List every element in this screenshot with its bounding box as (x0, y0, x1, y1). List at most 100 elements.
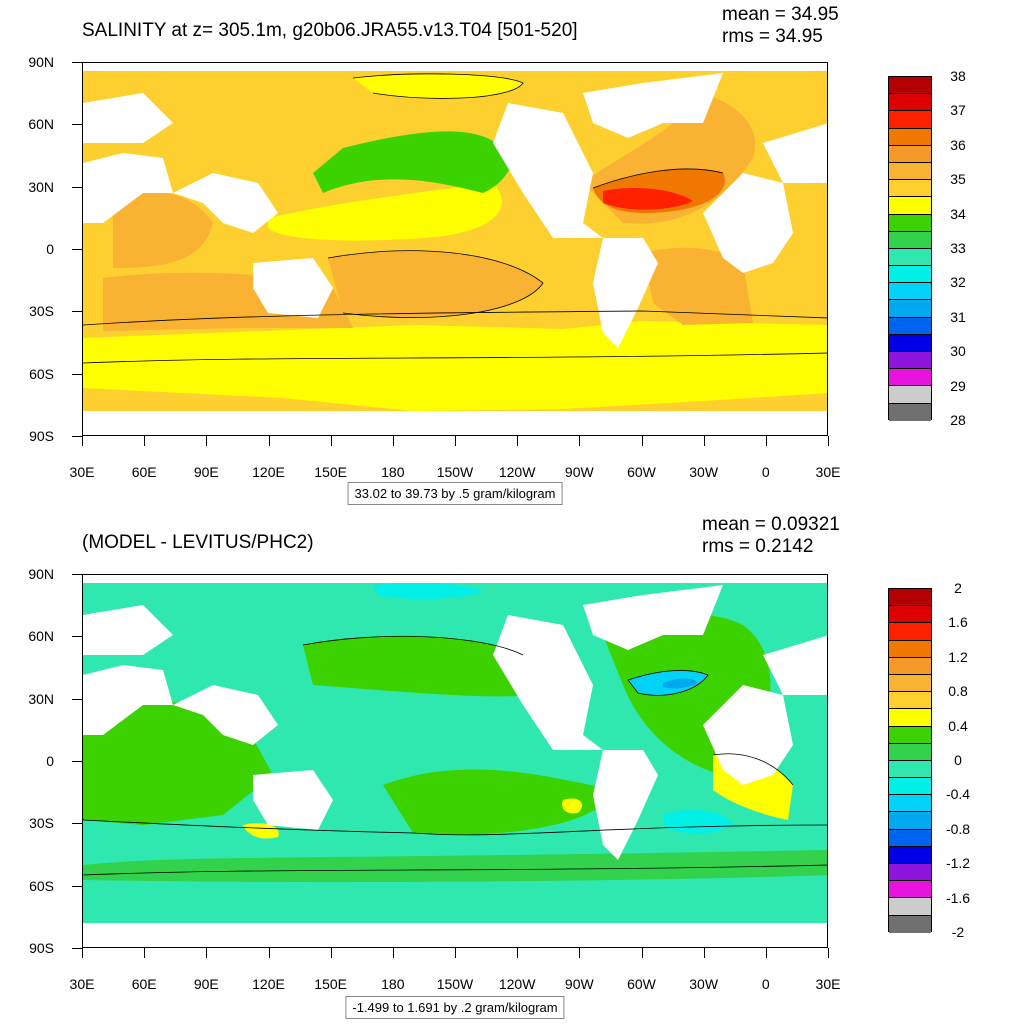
colorbar-swatch (889, 640, 931, 658)
colorbar-swatch (889, 674, 931, 693)
y-tick-mark (72, 311, 82, 313)
y-tick-label: 90N (28, 566, 54, 582)
x-tick-label: 180 (381, 464, 405, 480)
colorbar (888, 76, 932, 421)
salinity-map (82, 62, 828, 436)
panel-title: SALINITY at z= 305.1m, g20b06.JRA55.v13.… (82, 20, 578, 41)
x-tick-label: 150W (436, 976, 474, 992)
y-tick-mark (72, 186, 82, 188)
x-tick-mark (703, 436, 705, 446)
x-tick-mark (579, 436, 581, 446)
colorbar-swatch (889, 657, 931, 675)
salinity-panel: SALINITY at z= 305.1m, g20b06.JRA55.v13.… (28, 4, 966, 505)
colorbar-label: 0.8 (948, 683, 968, 700)
x-tick-mark (455, 436, 456, 446)
difference-field (83, 575, 827, 947)
colorbar-label: 28 (950, 412, 966, 428)
y-tick-mark (72, 698, 82, 700)
colorbar-swatch (889, 300, 931, 318)
x-tick-label: 60E (131, 464, 157, 480)
x-tick-mark (206, 948, 208, 958)
y-tick-label: 0 (46, 241, 54, 257)
x-tick-label: 180 (381, 976, 405, 992)
y-tick-label: 60S (29, 365, 54, 382)
y-tick-label: 90N (28, 54, 54, 70)
x-tick-mark (392, 436, 394, 446)
colorbar-swatch (889, 283, 931, 301)
colorbar-label: 33 (950, 240, 966, 256)
colorbar-swatch (889, 334, 931, 352)
y-tick-mark (72, 574, 82, 575)
colorbar-label: 2 (954, 580, 962, 596)
y-tick-mark (72, 249, 82, 250)
rms-value: rms = 34.95 (722, 26, 823, 47)
x-tick-label: 90W (564, 976, 594, 992)
colorbar-swatch (889, 369, 931, 387)
x-tick-mark (641, 948, 643, 958)
y-tick-mark (72, 436, 82, 437)
y-tick-label: 60N (28, 116, 54, 133)
y-tick-mark (72, 761, 82, 762)
x-tick-mark (517, 948, 519, 958)
colorbar-label: 0.4 (948, 717, 968, 734)
x-tick-label: 120E (252, 464, 285, 480)
colorbar-label: -1.6 (945, 889, 971, 906)
colorbar-label: 32 (950, 274, 966, 291)
colorbar-label: 38 (950, 68, 966, 84)
salinity-field (83, 63, 827, 435)
colorbar-swatch (889, 403, 931, 421)
y-tick-mark (72, 124, 82, 126)
colorbar-swatch (889, 760, 931, 779)
colorbar-swatch (889, 915, 931, 933)
colorbar-label: 30 (950, 343, 966, 360)
y-tick-label: 90S (29, 940, 54, 956)
y-tick-label: 90S (29, 428, 54, 444)
x-tick-label: 30W (689, 464, 719, 480)
y-tick-label: 60S (29, 877, 54, 894)
difference-map (82, 574, 828, 948)
colorbar (888, 588, 932, 933)
contour-info: 33.02 to 39.73 by .5 gram/kilogram (347, 482, 563, 505)
x-tick-mark (206, 436, 208, 446)
colorbar-swatch (889, 94, 931, 112)
x-tick-mark (703, 948, 705, 958)
y-tick-label: 0 (46, 753, 54, 769)
colorbar-swatch (889, 881, 931, 899)
y-tick-mark (72, 62, 82, 63)
y-tick-mark (72, 373, 82, 375)
panel-title: (MODEL - LEVITUS/PHC2) (82, 532, 314, 553)
rms-value: rms = 0.2142 (702, 536, 814, 557)
y-tick-label: 30N (28, 178, 54, 195)
colorbar-label: -0.8 (945, 820, 971, 837)
colorbar-swatch (889, 743, 931, 761)
x-tick-mark (330, 436, 332, 446)
difference-panel: (MODEL - LEVITUS/PHC2) mean = 0.09321 rm… (0, 512, 1024, 1024)
colorbar-label: 36 (950, 136, 966, 153)
colorbar-swatch (889, 623, 931, 641)
x-tick-label: 0 (761, 464, 770, 480)
colorbar-swatch (889, 812, 931, 830)
colorbar-label: 37 (950, 102, 966, 119)
x-tick-mark (330, 948, 332, 958)
colorbar-swatch (889, 726, 931, 744)
x-tick-label: 120W (498, 464, 536, 480)
x-tick-mark (82, 948, 83, 958)
colorbar-label: 1.6 (948, 614, 968, 631)
x-tick-mark (392, 948, 394, 958)
colorbar-swatch (889, 77, 931, 95)
x-tick-mark (765, 436, 767, 446)
colorbar-label: 31 (950, 308, 966, 325)
x-tick-mark (144, 948, 146, 958)
x-tick-label: 90E (193, 464, 219, 480)
colorbar-swatch (889, 111, 931, 129)
x-tick-mark (765, 948, 767, 958)
colorbar-swatch (889, 795, 931, 813)
x-tick-mark (455, 948, 456, 958)
colorbar-swatch (889, 145, 931, 163)
x-tick-label: 150E (314, 464, 347, 480)
x-tick-mark (579, 948, 581, 958)
colorbar-swatch (889, 589, 931, 607)
mean-value: mean = 34.95 (722, 4, 839, 25)
x-tick-mark (641, 436, 643, 446)
colorbar-label: 29 (950, 377, 966, 394)
